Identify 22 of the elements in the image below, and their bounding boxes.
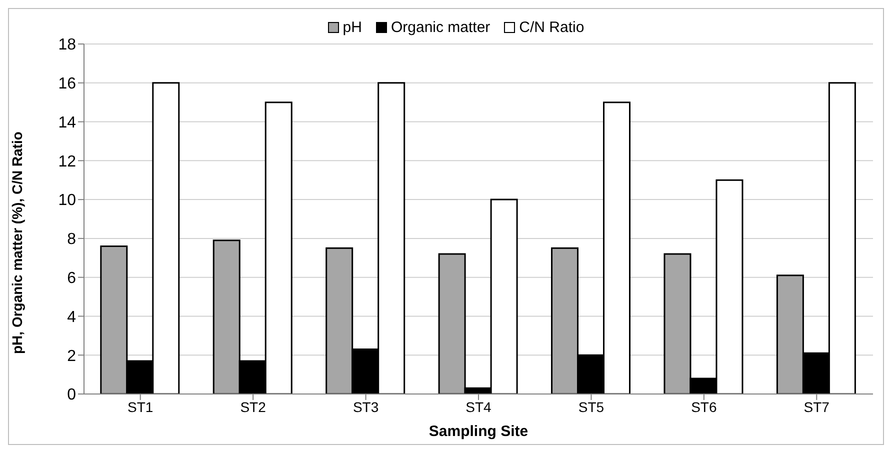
x-tick-label: ST2 [240,398,266,415]
y-tick-label: 18 [58,36,76,54]
x-tick-label: ST1 [128,398,154,415]
y-tick-label: 6 [67,270,76,288]
x-tick-label: ST4 [466,398,492,415]
x-tick-label: ST6 [691,398,717,415]
y-tick-label: 14 [58,114,76,132]
x-tick-label: ST7 [804,398,830,415]
legend-label: C/N Ratio [519,19,584,36]
y-tick-label: 12 [58,153,76,170]
x-axis-title: Sampling Site [428,423,528,440]
y-tick-label: 8 [67,231,76,248]
y-tick-label: 16 [58,76,76,93]
x-tick-label: ST3 [352,398,379,415]
y-axis-title: pH, Organic matter (%), C/N Ratio [8,132,25,354]
y-tick-label: 2 [67,348,76,365]
y-tick-label: 0 [67,386,76,404]
x-tick-label: ST5 [578,398,604,415]
y-tick-label: 4 [67,308,76,326]
legend-label: pH [342,19,362,36]
legend-label: Organic matter [390,19,490,36]
y-tick-label: 10 [58,192,76,210]
